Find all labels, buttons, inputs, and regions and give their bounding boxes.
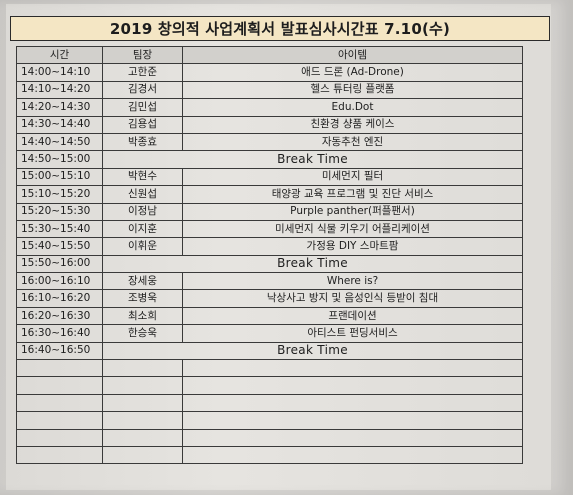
time-cell: 15:10~15:20 bbox=[16, 185, 103, 204]
time-cell: 14:10~14:20 bbox=[16, 80, 103, 100]
table-row: 15:00~15:10 박현수 미세먼지 필터 bbox=[16, 167, 523, 187]
time-cell: 15:50~16:00 bbox=[16, 254, 103, 274]
time-cell: 16:30~16:40 bbox=[16, 324, 103, 343]
page-title: 2019 창의적 사업계획서 발표심사시간표 7.10(수) bbox=[10, 16, 550, 41]
table-row bbox=[16, 359, 523, 378]
schedule-body: 14:00~14:10 고한준 애드 드론 (Ad-Drone) 14:10~14:2… bbox=[16, 63, 523, 465]
time-cell: 16:40~16:50 bbox=[16, 341, 103, 361]
time-cell bbox=[16, 411, 103, 430]
table-row: 15:30~15:40 이지훈 미세먼지 식물 키우기 어플리케이션 bbox=[16, 219, 523, 239]
table-row: 14:10~14:20 김경서 헬스 튜터링 플랫폼 bbox=[16, 80, 523, 100]
team-leader-cell: 한승욱 bbox=[102, 324, 183, 343]
team-leader-cell bbox=[102, 428, 183, 447]
team-leader-cell: 박종효 bbox=[102, 132, 183, 152]
column-header-time: 시간 bbox=[16, 45, 103, 65]
time-cell: 15:40~15:50 bbox=[16, 237, 103, 256]
time-cell: 15:00~15:10 bbox=[16, 167, 103, 187]
item-cell: 프랜데이션 bbox=[182, 306, 523, 326]
break-time-cell: Break Time bbox=[102, 150, 523, 169]
time-cell: 14:40~14:50 bbox=[16, 132, 103, 152]
item-cell: 친환경 샹품 케이스 bbox=[182, 115, 523, 134]
item-cell: 자동추천 엔진 bbox=[182, 132, 523, 152]
team-leader-cell bbox=[102, 376, 183, 395]
item-cell: 미세먼지 필터 bbox=[182, 167, 523, 187]
team-leader-cell: 김경서 bbox=[102, 80, 183, 100]
table-row: 15:20~15:30 이정남 Purple panther(퍼플팬서) bbox=[16, 202, 523, 221]
table-row: 15:40~15:50 이휘운 가정용 DIY 스마트팜 bbox=[16, 237, 523, 256]
break-row: 15:50~16:00 Break Time bbox=[16, 254, 523, 274]
item-cell: Where is? bbox=[182, 272, 523, 291]
time-cell bbox=[16, 428, 103, 447]
item-cell bbox=[182, 411, 523, 430]
break-row: 16:40~16:50 Break Time bbox=[16, 341, 523, 361]
team-leader-cell: 김용섭 bbox=[102, 115, 183, 134]
time-cell: 14:00~14:10 bbox=[16, 63, 103, 82]
table-row: 14:40~14:50 박종효 자동추천 엔진 bbox=[16, 132, 523, 152]
table-row: 15:10~15:20 신원섭 태양광 교육 프로그램 및 진단 서비스 bbox=[16, 185, 523, 204]
item-cell: 애드 드론 (Ad-Drone) bbox=[182, 63, 523, 82]
time-cell: 16:20~16:30 bbox=[16, 306, 103, 326]
table-header-row: 시간 팀장 아이템 bbox=[16, 45, 523, 65]
item-cell: 태양광 교육 프로그램 및 진단 서비스 bbox=[182, 185, 523, 204]
time-cell: 15:20~15:30 bbox=[16, 202, 103, 221]
item-cell: Purple panther(퍼플팬서) bbox=[182, 202, 523, 221]
table-row: 14:00~14:10 고한준 애드 드론 (Ad-Drone) bbox=[16, 63, 523, 82]
table-row: 16:00~16:10 장세웅 Where is? bbox=[16, 272, 523, 291]
table-row: 16:30~16:40 한승욱 아티스트 펀딩서비스 bbox=[16, 324, 523, 343]
time-cell: 14:30~14:40 bbox=[16, 115, 103, 134]
table-row bbox=[16, 411, 523, 430]
table-row bbox=[16, 445, 523, 465]
table-row bbox=[16, 376, 523, 395]
team-leader-cell: 고한준 bbox=[102, 63, 183, 82]
table-row: 14:30~14:40 김용섭 친환경 샹품 케이스 bbox=[16, 115, 523, 134]
team-leader-cell: 조병욱 bbox=[102, 289, 183, 308]
team-leader-cell: 김민섭 bbox=[102, 98, 183, 117]
team-leader-cell bbox=[102, 445, 183, 465]
time-cell: 15:30~15:40 bbox=[16, 219, 103, 239]
team-leader-cell bbox=[102, 411, 183, 430]
team-leader-cell: 이휘운 bbox=[102, 237, 183, 256]
team-leader-cell: 이지훈 bbox=[102, 219, 183, 239]
item-cell: 미세먼지 식물 키우기 어플리케이션 bbox=[182, 219, 523, 239]
time-cell bbox=[16, 393, 103, 413]
team-leader-cell bbox=[102, 359, 183, 378]
table-row: 16:20~16:30 최소희 프랜데이션 bbox=[16, 306, 523, 326]
item-cell: 헬스 튜터링 플랫폼 bbox=[182, 80, 523, 100]
time-cell bbox=[16, 445, 103, 465]
table-row bbox=[16, 428, 523, 447]
break-time-cell: Break Time bbox=[102, 341, 523, 361]
break-time-cell: Break Time bbox=[102, 254, 523, 274]
time-cell bbox=[16, 376, 103, 395]
table-row: 14:20~14:30 김민섭 Edu.Dot bbox=[16, 98, 523, 117]
item-cell: 낙상사고 방지 및 음성인식 등받이 침대 bbox=[182, 289, 523, 308]
column-header-team: 팀장 bbox=[102, 45, 183, 65]
team-leader-cell: 이정남 bbox=[102, 202, 183, 221]
team-leader-cell: 장세웅 bbox=[102, 272, 183, 291]
column-header-item: 아이템 bbox=[182, 45, 523, 65]
time-cell: 16:00~16:10 bbox=[16, 272, 103, 291]
table-row: 16:10~16:20 조병욱 낙상사고 방지 및 음성인식 등받이 침대 bbox=[16, 289, 523, 308]
item-cell: 아티스트 펀딩서비스 bbox=[182, 324, 523, 343]
schedule-table: 시간 팀장 아이템 14:00~14:10 고한준 애드 드론 (Ad-Drone)… bbox=[16, 45, 523, 465]
item-cell: Edu.Dot bbox=[182, 98, 523, 117]
break-row: 14:50~15:00 Break Time bbox=[16, 150, 523, 169]
item-cell bbox=[182, 445, 523, 465]
item-cell: 가정용 DIY 스마트팜 bbox=[182, 237, 523, 256]
item-cell bbox=[182, 428, 523, 447]
time-cell: 14:20~14:30 bbox=[16, 98, 103, 117]
team-leader-cell bbox=[102, 393, 183, 413]
item-cell bbox=[182, 393, 523, 413]
team-leader-cell: 신원섭 bbox=[102, 185, 183, 204]
item-cell bbox=[182, 376, 523, 395]
table-row bbox=[16, 393, 523, 413]
item-cell bbox=[182, 359, 523, 378]
time-cell bbox=[16, 359, 103, 378]
team-leader-cell: 최소희 bbox=[102, 306, 183, 326]
time-cell: 14:50~15:00 bbox=[16, 150, 103, 169]
time-cell: 16:10~16:20 bbox=[16, 289, 103, 308]
team-leader-cell: 박현수 bbox=[102, 167, 183, 187]
